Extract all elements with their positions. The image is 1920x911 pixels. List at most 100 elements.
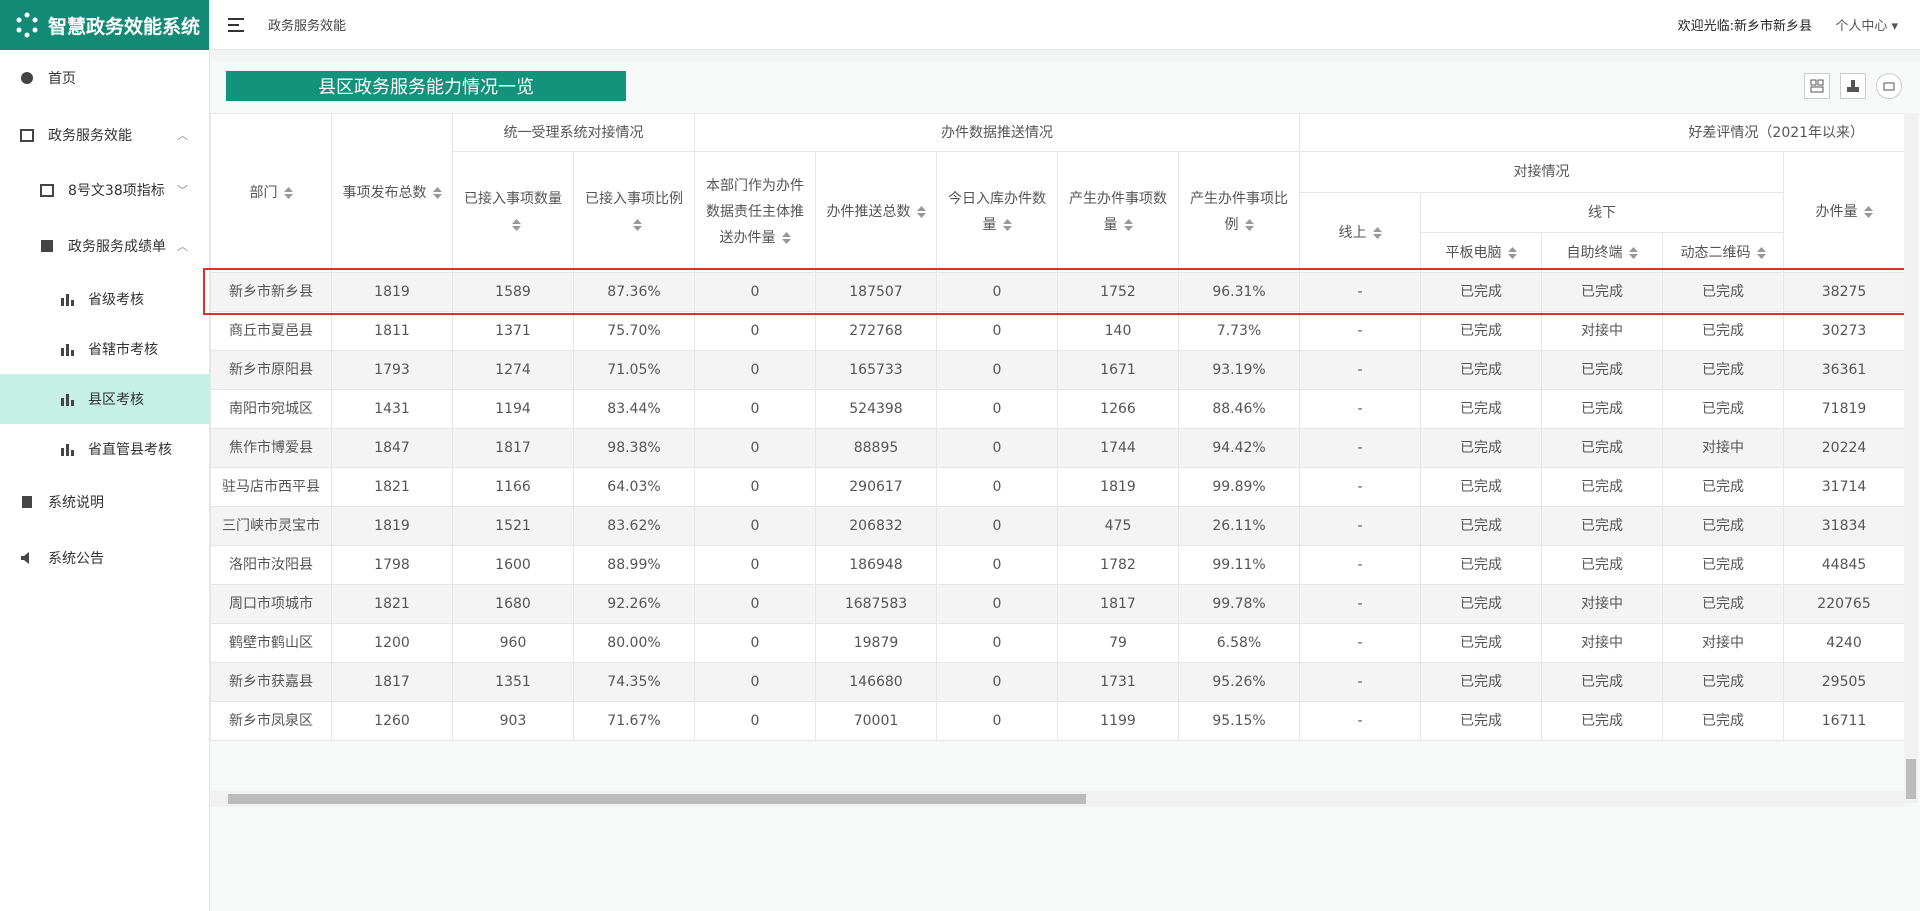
table-cell: 88.46% <box>1177 389 1301 429</box>
icon <box>22 496 32 508</box>
nav-item[interactable]: 首页 <box>0 53 210 103</box>
sort-icon[interactable] <box>432 187 442 199</box>
column-header[interactable]: 产生办件事项数量 <box>1057 151 1179 273</box>
sort-icon[interactable] <box>1863 206 1873 218</box>
table-cell: 0 <box>694 272 816 312</box>
table-row[interactable]: 三门峡市灵宝市 1819 1521 83.62% 0 206832 0 475 26.11% - 已… <box>210 506 1906 546</box>
table-cell: 1821 <box>331 584 453 624</box>
column-header[interactable]: 线上 <box>1299 192 1422 273</box>
sort-arrows <box>283 187 293 199</box>
sort-icon[interactable] <box>1123 219 1133 231</box>
table-cell: 1266 <box>1057 389 1179 429</box>
table-row[interactable]: 商丘市夏邑县 1811 1371 75.70% 0 272768 0 140 7.73% - 已完成… <box>210 311 1906 351</box>
column-header[interactable]: 动态二维码 <box>1662 232 1785 273</box>
nav-text: 8号文38项指标 <box>68 183 165 199</box>
table-cell: - <box>1299 350 1422 390</box>
table-cell: 已完成 <box>1420 467 1543 507</box>
table-cell: 已完成 <box>1541 272 1664 312</box>
nav-item[interactable]: 省级考核 <box>0 274 210 324</box>
table-row[interactable]: 新乡市获嘉县 1817 1351 74.35% 0 146680 0 1731 95.26% - 已… <box>210 662 1906 702</box>
table-cell: 140 <box>1057 311 1179 351</box>
table-cell: 新乡市原阳县 <box>210 350 332 390</box>
table-cell: 1200 <box>331 623 453 663</box>
table-cell: 0 <box>936 467 1058 507</box>
column-header[interactable]: 产生办件事项比例 <box>1177 151 1301 273</box>
sort-icon[interactable] <box>1244 219 1254 231</box>
sort-icon[interactable] <box>1002 219 1012 231</box>
scroll-thumb[interactable] <box>228 794 1086 804</box>
column-header[interactable]: 平板电脑 <box>1420 232 1543 273</box>
tool-button[interactable] <box>1840 73 1866 99</box>
table-cell: 4240 <box>1783 623 1906 663</box>
tool-button[interactable] <box>1804 73 1830 99</box>
nav-item[interactable]: 系统说明 <box>0 477 210 527</box>
table-row[interactable]: 新乡市新乡县 1819 1589 87.36% 0 187507 0 1752 96.31% - 已… <box>210 272 1906 312</box>
table-row[interactable]: 周口市项城市 1821 1680 92.26% 0 1687583 0 1817 99.78% -… <box>210 584 1906 624</box>
column-header[interactable]: 今日入库办件数量 <box>936 151 1058 273</box>
icon <box>40 184 54 197</box>
nav-item[interactable]: 8号文38项指标 ﹀ <box>0 165 210 215</box>
table-cell: 鹤壁市鹤山区 <box>210 623 332 663</box>
nav-text: 政务服务成绩单 <box>68 239 166 255</box>
table-cell: 驻马店市西平县 <box>210 467 332 507</box>
icon <box>41 240 53 252</box>
sort-icon[interactable] <box>916 206 926 218</box>
icon <box>61 444 74 456</box>
table-cell: 64.03% <box>573 467 695 507</box>
sort-icon[interactable] <box>1628 246 1638 259</box>
column-header[interactable]: 部门 <box>210 113 332 273</box>
icon <box>1883 82 1895 91</box>
nav-item[interactable]: 县区考核 <box>0 374 210 424</box>
nav-item[interactable]: 政务服务效能 ︿ <box>0 110 210 160</box>
table-cell: 南阳市宛城区 <box>210 389 332 429</box>
table-cell: 99.78% <box>1177 584 1301 624</box>
sort-arrows <box>1756 246 1766 259</box>
horizontal-scrollbar[interactable] <box>210 791 1904 807</box>
table-cell: 272768 <box>815 311 937 351</box>
nav-item[interactable]: 省直管县考核 <box>0 424 210 474</box>
table-cell: 1793 <box>331 350 453 390</box>
table-row[interactable]: 新乡市原阳县 1793 1274 71.05% 0 165733 0 1671 93.19% - 已… <box>210 350 1906 390</box>
table-row[interactable]: 南阳市宛城区 1431 1194 83.44% 0 524398 0 1266 88.46% - 已… <box>210 389 1906 429</box>
sort-icon[interactable] <box>632 219 642 231</box>
arrow: ︿ <box>177 129 188 142</box>
scroll-thumb[interactable] <box>1906 759 1916 799</box>
table-cell: 903 <box>452 701 574 741</box>
sort-icon[interactable] <box>781 232 791 244</box>
logo[interactable]: 智慧政务效能系统 <box>0 0 209 50</box>
table-row[interactable]: 驻马店市西平县 1821 1166 64.03% 0 290617 0 1819 99.89% -… <box>210 467 1906 507</box>
nav-item[interactable]: 省辖市考核 <box>0 324 210 374</box>
vertical-scrollbar[interactable] <box>1904 113 1918 803</box>
table-row[interactable]: 洛阳市汝阳县 1798 1600 88.99% 0 186948 0 1782 99.11% - 已… <box>210 545 1906 585</box>
table-row[interactable]: 鹤壁市鹤山区 1200 960 80.00% 0 19879 0 79 6.58% - 已完成 对接中… <box>210 623 1906 663</box>
column-header[interactable]: 本部门作为办件数据责任主体推送办件量 <box>694 151 816 273</box>
table-cell: 新乡市获嘉县 <box>210 662 332 702</box>
column-header[interactable]: 已接入事项数量 <box>452 151 574 273</box>
user-center[interactable]: 个人中心 ▾ <box>1835 19 1898 34</box>
sort-icon[interactable] <box>1507 246 1517 259</box>
sort-icon[interactable] <box>511 219 521 231</box>
column-header[interactable]: 办件量 <box>1783 151 1906 273</box>
table-cell: 1811 <box>331 311 453 351</box>
nav-item[interactable]: 系统公告 <box>0 533 210 583</box>
table-row[interactable]: 焦作市博爱县 1847 1817 98.38% 0 88895 0 1744 94.42% - 已完… <box>210 428 1906 468</box>
column-header[interactable]: 自助终端 <box>1541 232 1664 273</box>
column-header[interactable]: 办件推送总数 <box>815 151 937 273</box>
tool-button[interactable] <box>1876 73 1902 99</box>
table-cell: 0 <box>936 389 1058 429</box>
table-row[interactable]: 新乡市凤泉区 1260 903 71.67% 0 70001 0 1199 95.15% - 已完成… <box>210 701 1906 741</box>
menu-toggle[interactable] <box>228 17 244 32</box>
sort-icon[interactable] <box>1372 226 1382 239</box>
table-cell: 对接中 <box>1662 428 1785 468</box>
sort-icon[interactable] <box>283 187 293 199</box>
table-cell: 83.44% <box>573 389 695 429</box>
table-cell: 1351 <box>452 662 574 702</box>
table-cell: 75.70% <box>573 311 695 351</box>
sort-icon[interactable] <box>1756 246 1766 259</box>
nav-item[interactable]: 政务服务成绩单 ︿ <box>0 221 210 271</box>
icon <box>21 72 33 84</box>
column-header[interactable]: 事项发布总数 <box>331 113 453 273</box>
group-header: 办件数据推送情况 <box>693 113 1301 152</box>
column-header[interactable]: 已接入事项比例 <box>573 151 695 273</box>
table-cell: 30273 <box>1783 311 1906 351</box>
